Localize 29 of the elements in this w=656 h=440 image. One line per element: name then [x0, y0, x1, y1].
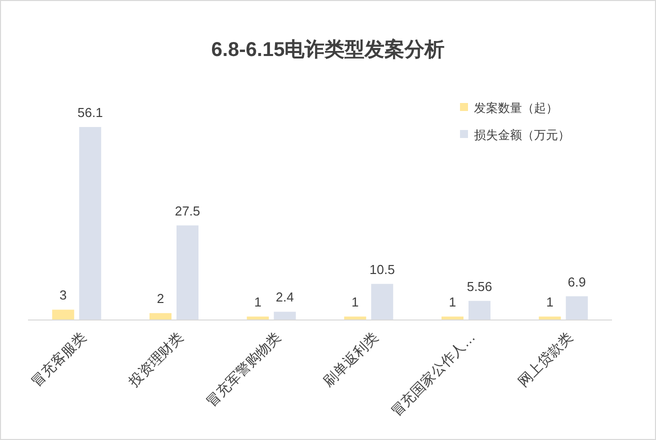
- bar: [371, 284, 394, 320]
- x-tick-label: 冒充客服类: [28, 328, 89, 390]
- bar: [176, 225, 198, 320]
- bar: [274, 312, 296, 320]
- data-label: 2.4: [276, 290, 294, 305]
- x-tick-label: 投资理财类: [124, 328, 186, 390]
- data-label: 3: [60, 288, 67, 303]
- data-label: 56.1: [78, 105, 103, 120]
- x-tick-label: 冒充军警购物类: [202, 328, 284, 410]
- data-label: 5.56: [466, 278, 492, 294]
- bar: [468, 300, 490, 320]
- data-label: 1: [254, 294, 262, 310]
- data-label: 2: [156, 291, 164, 306]
- legend-label: 损失金额（万元）: [474, 128, 570, 142]
- bar: [79, 127, 102, 320]
- bar: [566, 296, 588, 320]
- x-tick-label: 网上贷款类: [514, 328, 576, 390]
- chart-title: 6.8-6.15电诈类型发案分析: [211, 38, 445, 61]
- data-label: 1: [352, 294, 359, 310]
- data-label: 1: [448, 294, 456, 310]
- legend-label: 发案数量（起）: [474, 101, 558, 115]
- bar: [150, 313, 172, 320]
- x-tick-label: 刷单返利类: [320, 328, 381, 390]
- data-label: 27.5: [174, 203, 200, 218]
- data-label: 6.9: [568, 274, 586, 290]
- bar: [52, 310, 74, 320]
- data-label: 10.5: [370, 262, 395, 277]
- data-label: 1: [546, 294, 554, 310]
- x-tick-label: 冒充国家公作人…: [388, 328, 478, 420]
